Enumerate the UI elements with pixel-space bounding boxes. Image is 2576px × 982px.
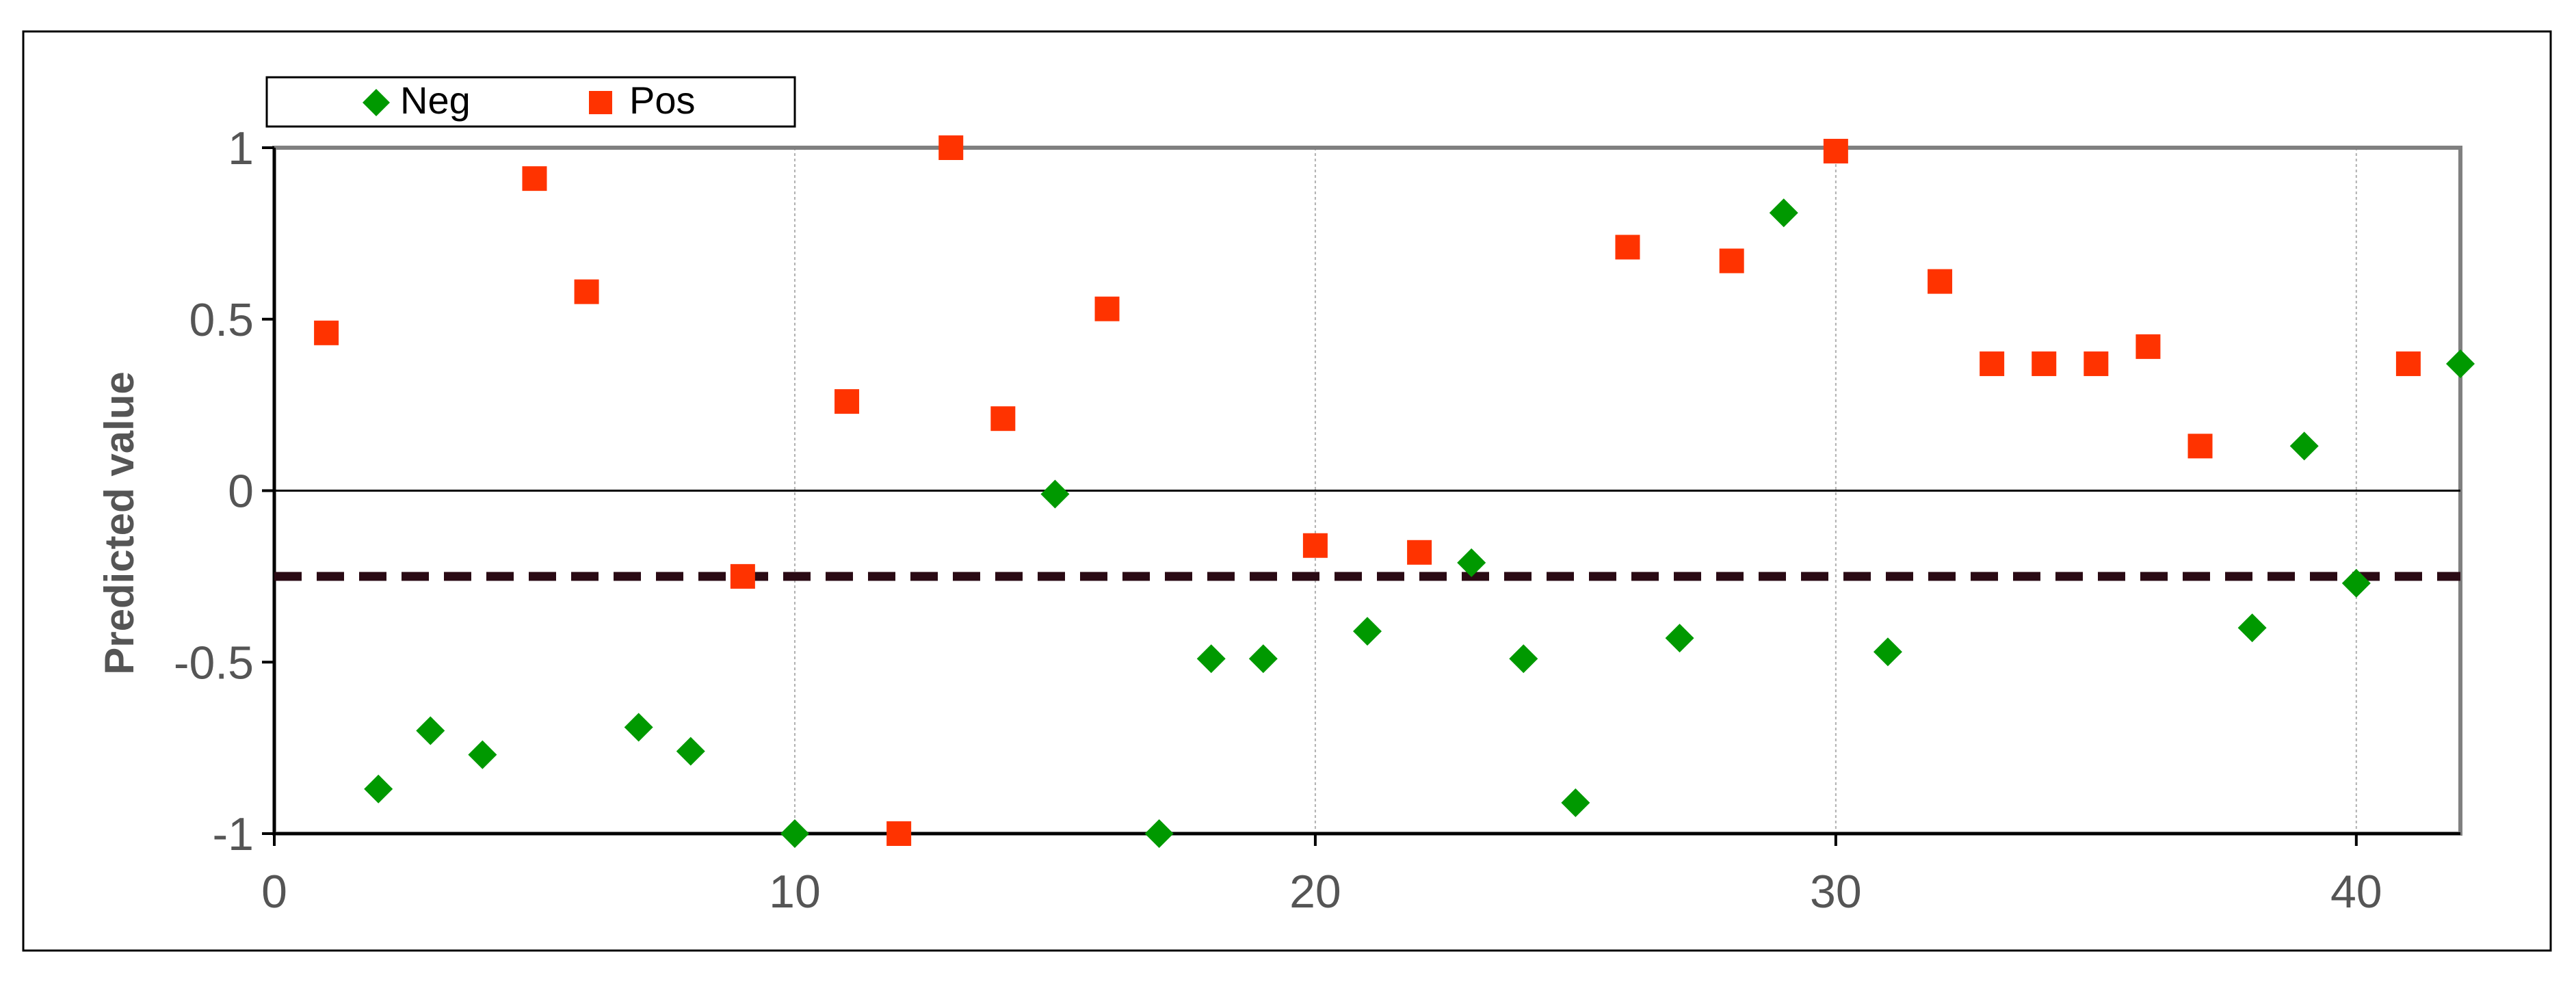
neg-point	[676, 736, 705, 766]
legend-box	[265, 76, 796, 128]
pos-point	[1719, 248, 1744, 274]
y-tick-label: 0	[228, 466, 254, 518]
legend-neg-label: Neg	[400, 79, 471, 122]
legend: Neg Pos	[265, 76, 796, 128]
legend-neg-marker	[363, 89, 390, 116]
pos-point	[1980, 351, 2005, 376]
neg-point	[1457, 548, 1486, 577]
y-tick-label: 1	[228, 122, 254, 174]
pos-point	[2084, 351, 2109, 376]
x-tick-label: 30	[1810, 866, 1862, 918]
y-tick-label: 0.5	[189, 294, 254, 346]
neg-point	[1509, 644, 1538, 674]
pos-point	[834, 389, 860, 414]
plot-area: -1-0.500.510 10 20 30 40	[174, 122, 2475, 918]
x-tick-label: 40	[2330, 866, 2382, 918]
neg-point	[780, 819, 809, 848]
y-axis-label: Predicted value	[96, 371, 142, 675]
neg-point	[1196, 644, 1226, 674]
neg-point	[1561, 788, 1590, 817]
pos-point	[1928, 269, 1953, 294]
pos-point	[2395, 351, 2421, 376]
neg-point	[1040, 479, 1070, 509]
neg-point	[364, 774, 393, 804]
neg-point	[1353, 617, 1382, 646]
neg-point	[468, 740, 497, 769]
x-tick-label: 0	[261, 866, 287, 918]
neg-point	[2237, 613, 2267, 643]
pos-point	[938, 135, 964, 160]
neg-point	[2446, 349, 2475, 378]
pos-point	[1094, 296, 1120, 321]
neg-point	[1769, 198, 1798, 228]
x-tick-label: 10	[769, 866, 821, 918]
pos-point	[1823, 139, 1848, 164]
pos-point	[574, 279, 599, 304]
pos-point	[2187, 434, 2213, 459]
x-tick-label: 20	[1289, 866, 1341, 918]
pos-point	[2135, 334, 2161, 359]
pos-point	[886, 821, 912, 846]
pos-point	[1302, 533, 1328, 558]
neg-point	[624, 713, 653, 742]
pos-point	[1615, 235, 1640, 260]
neg-point	[1665, 624, 1694, 653]
neg-point	[1248, 644, 1278, 674]
pos-point	[314, 320, 339, 345]
legend-pos-label: Pos	[629, 79, 696, 122]
pos-point	[1407, 540, 1432, 565]
pos-point	[730, 563, 755, 589]
neg-point	[416, 716, 445, 745]
neg-point	[1873, 637, 1902, 667]
y-tick-label: -0.5	[174, 637, 254, 689]
pos-point	[522, 166, 547, 191]
neg-point	[2289, 432, 2319, 461]
pos-point	[990, 406, 1016, 432]
legend-pos-marker	[589, 91, 612, 114]
neg-point	[2341, 568, 2371, 598]
neg-point	[1144, 819, 1174, 848]
pos-point	[2032, 351, 2057, 376]
y-tick-label: -1	[213, 808, 254, 860]
